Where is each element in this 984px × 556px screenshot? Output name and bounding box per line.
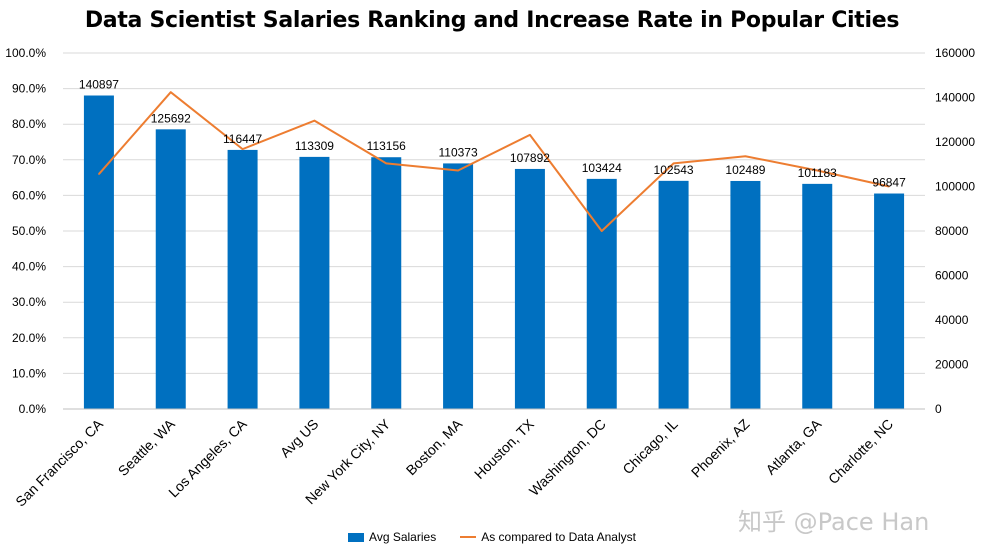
- legend-swatch-bar: [348, 532, 365, 542]
- bar-data-label: 113156: [367, 139, 406, 153]
- y-left-tick-label: 30.0%: [12, 295, 46, 309]
- line-point: [313, 119, 316, 122]
- line-point: [816, 169, 819, 172]
- bar: [155, 129, 186, 409]
- x-tick-label: Chicago, IL: [619, 416, 681, 478]
- x-tick-label: Charlotte, NC: [825, 416, 896, 487]
- bar-data-label: 103424: [582, 161, 622, 175]
- y-left-tick-label: 0.0%: [19, 402, 47, 416]
- bar-data-label: 102489: [725, 163, 765, 177]
- line-point: [888, 185, 890, 188]
- y-left-tick-label: 100.0%: [5, 46, 46, 60]
- y-left-tick-label: 90.0%: [12, 82, 46, 96]
- y-right-tick-label: 20000: [935, 358, 969, 372]
- y-left-tick-label: 70.0%: [12, 153, 46, 167]
- y-right-tick-label: 160000: [935, 46, 975, 60]
- bar: [371, 157, 402, 409]
- bar: [874, 193, 905, 409]
- gridlines: [63, 52, 925, 410]
- bar: [514, 168, 545, 409]
- bar-data-label: 140897: [79, 78, 119, 92]
- data-labels: 140897 125692 116447 113309 113156 110373 1078…: [79, 78, 906, 190]
- bar: [802, 183, 833, 409]
- line-series: [98, 91, 890, 232]
- line-path: [98, 91, 890, 232]
- watermark: 知乎 @Pace Han: [738, 508, 930, 536]
- bar-data-label: 101183: [798, 166, 837, 180]
- x-tick-label: Houston, TX: [471, 415, 538, 482]
- y-right-tick-label: 100000: [935, 180, 975, 194]
- x-tick-label: Phoenix, AZ: [688, 415, 753, 480]
- bar-data-label: 125692: [151, 111, 191, 125]
- bar-data-label: 116447: [223, 132, 262, 146]
- chart-title: Data Scientist Salaries Ranking and Incr…: [84, 8, 900, 33]
- y-axis-right: 0 20000 40000 60000 80000 100000 120000 140000 1…: [935, 46, 975, 416]
- bar: [586, 178, 617, 409]
- legend: Avg Salaries As compared to Data Analyst: [0, 530, 984, 544]
- x-tick-label: Atlanta, GA: [762, 415, 824, 477]
- y-right-tick-label: 140000: [935, 91, 975, 105]
- x-tick-label: San Francisco, CA: [12, 415, 106, 509]
- line-point: [169, 91, 172, 93]
- legend-label-bar: Avg Salaries: [369, 530, 437, 544]
- bar-data-label: 102543: [654, 163, 694, 177]
- y-left-tick-label: 10.0%: [12, 366, 46, 380]
- bar: [730, 180, 761, 409]
- line-point: [600, 230, 603, 232]
- legend-label-line: As compared to Data Analyst: [481, 530, 636, 544]
- bar: [299, 156, 330, 409]
- y-right-tick-label: 80000: [935, 224, 969, 238]
- legend-swatch-line: [460, 536, 477, 538]
- bar: [658, 180, 689, 409]
- x-tick-label: Washington, DC: [526, 416, 609, 499]
- line-point: [98, 173, 100, 175]
- y-axis-left: 0.0% 10.0% 20.0% 30.0% 40.0% 50.0% 60.0% 70.0% 8…: [5, 46, 46, 416]
- bar: [83, 95, 114, 409]
- line-point: [529, 134, 531, 136]
- line-point: [457, 169, 459, 172]
- bar: [443, 163, 474, 409]
- bar-data-label: 113309: [295, 139, 334, 153]
- y-left-tick-label: 80.0%: [12, 117, 46, 131]
- y-right-tick-label: 40000: [935, 313, 969, 327]
- legend-item-line: As compared to Data Analyst: [460, 530, 636, 544]
- y-left-tick-label: 60.0%: [12, 188, 46, 202]
- line-point: [672, 162, 675, 165]
- y-left-tick-label: 50.0%: [12, 224, 46, 238]
- bar: [227, 149, 258, 409]
- x-tick-label: Seattle, WA: [115, 415, 179, 479]
- line-point: [241, 148, 244, 150]
- bar-data-label: 107892: [510, 151, 550, 165]
- bar-data-label: 96847: [872, 176, 906, 190]
- x-tick-label: Avg US: [277, 416, 322, 461]
- bar-data-label: 110373: [439, 145, 478, 159]
- legend-item-bar: Avg Salaries: [348, 530, 436, 544]
- y-left-tick-label: 40.0%: [12, 260, 46, 274]
- y-right-tick-label: 120000: [935, 135, 975, 149]
- line-point: [744, 155, 747, 158]
- bar-series: [83, 95, 905, 409]
- y-right-tick-label: 0: [935, 402, 942, 416]
- y-right-tick-label: 60000: [935, 269, 969, 283]
- line-point: [385, 162, 388, 165]
- x-tick-label: Los Angeles, CA: [165, 415, 250, 500]
- x-tick-label: Boston, MA: [403, 415, 466, 478]
- y-left-tick-label: 20.0%: [12, 331, 46, 345]
